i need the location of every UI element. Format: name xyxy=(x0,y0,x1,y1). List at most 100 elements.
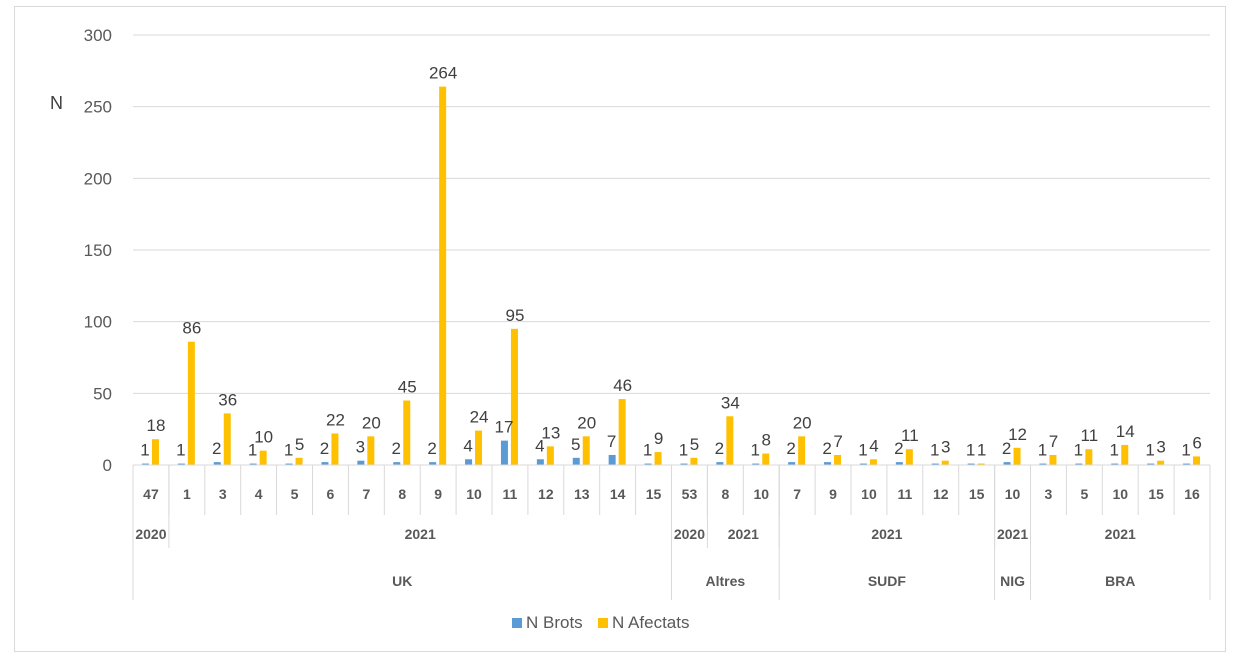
bar xyxy=(1111,463,1119,465)
data-label: 10 xyxy=(254,428,273,447)
x-tick-label: 10 xyxy=(861,486,877,502)
data-label: 2 xyxy=(1002,439,1011,458)
x-tick-label: 13 xyxy=(574,486,590,502)
bar xyxy=(465,459,473,465)
bar xyxy=(1193,456,1201,465)
x-tick-label: 6 xyxy=(327,486,335,502)
bar xyxy=(1039,463,1047,465)
bar xyxy=(941,460,949,465)
bar xyxy=(654,452,662,465)
bar xyxy=(213,462,221,465)
x-tick-label: 8 xyxy=(721,486,729,502)
bar xyxy=(403,400,411,465)
bar xyxy=(618,399,626,465)
data-label: 11 xyxy=(1081,426,1099,445)
y-tick-label: 300 xyxy=(84,26,112,45)
data-label: 2 xyxy=(320,439,329,458)
data-label: 3 xyxy=(356,438,365,457)
bar xyxy=(1147,463,1155,465)
data-label: 2 xyxy=(894,439,903,458)
year-label: 2021 xyxy=(997,526,1028,542)
y-tick-label: 0 xyxy=(103,456,112,475)
x-tick-label: 47 xyxy=(143,486,159,502)
bar xyxy=(285,463,293,465)
group-label: UK xyxy=(392,573,412,589)
data-label: 9 xyxy=(654,429,663,448)
data-label: 1 xyxy=(679,441,688,460)
x-tick-label: 5 xyxy=(291,486,299,502)
data-label: 7 xyxy=(833,432,842,451)
bar xyxy=(977,463,985,465)
bar xyxy=(798,436,806,465)
bar xyxy=(536,459,544,465)
data-label: 24 xyxy=(470,408,489,427)
legend-swatch xyxy=(512,618,522,628)
bar xyxy=(429,462,437,465)
data-label: 14 xyxy=(1116,422,1135,441)
bar xyxy=(249,463,257,465)
data-label: 95 xyxy=(505,306,524,325)
bar xyxy=(321,462,329,465)
bar xyxy=(187,341,195,465)
data-label: 4 xyxy=(463,436,472,455)
legend: N Brots N Afectats xyxy=(512,613,689,632)
data-label: 11 xyxy=(901,426,919,445)
year-label: 2021 xyxy=(1105,526,1136,542)
data-label: 264 xyxy=(429,64,457,83)
data-label: 22 xyxy=(326,410,345,429)
bar xyxy=(1085,449,1093,465)
data-label: 1 xyxy=(977,441,986,460)
data-label: 2 xyxy=(427,439,436,458)
bar xyxy=(967,463,975,465)
bar xyxy=(393,462,401,465)
bar xyxy=(1049,454,1057,465)
bar xyxy=(439,86,447,465)
bar xyxy=(259,450,267,465)
bar xyxy=(895,462,903,465)
legend-label: N Afectats xyxy=(612,613,689,632)
x-tick-label: 8 xyxy=(398,486,406,502)
data-label: 1 xyxy=(858,441,867,460)
bar xyxy=(510,328,518,465)
data-label: 1 xyxy=(140,441,149,460)
data-label: 1 xyxy=(284,441,293,460)
year-label: 2020 xyxy=(135,526,166,542)
x-tick-label: 3 xyxy=(1045,486,1053,502)
x-tick-label: 9 xyxy=(829,486,837,502)
data-label: 4 xyxy=(535,436,544,455)
data-label: 1 xyxy=(1110,441,1119,460)
x-tick-label: 3 xyxy=(219,486,227,502)
group-label: Altres xyxy=(706,573,746,589)
gridlines xyxy=(133,34,1210,394)
bars xyxy=(141,86,1201,465)
data-label: 7 xyxy=(1049,432,1058,451)
data-label: 34 xyxy=(721,393,740,412)
bar xyxy=(859,463,867,465)
x-tick-label: 7 xyxy=(362,486,370,502)
bar xyxy=(357,460,365,465)
y-tick-label: 100 xyxy=(84,313,112,332)
bar xyxy=(500,440,508,465)
bar xyxy=(752,463,760,465)
x-tick-label: 10 xyxy=(1005,486,1021,502)
data-label: 5 xyxy=(295,435,304,454)
data-label: 2 xyxy=(212,439,221,458)
data-label: 86 xyxy=(182,319,201,338)
year-label: 2021 xyxy=(871,526,902,542)
y-tick-label: 50 xyxy=(93,384,112,403)
x-tick-label: 12 xyxy=(538,486,554,502)
legend-swatch xyxy=(598,618,608,628)
y-tick-label: 250 xyxy=(84,98,112,117)
data-label: 1 xyxy=(1074,441,1083,460)
data-label: 1 xyxy=(248,441,257,460)
bar xyxy=(762,453,770,465)
data-label: 1 xyxy=(1145,441,1154,460)
bar xyxy=(572,457,580,465)
x-tick-label: 16 xyxy=(1184,486,1200,502)
y-axis-label: N xyxy=(50,93,63,113)
data-label: 1 xyxy=(643,441,652,460)
data-label: 46 xyxy=(613,376,632,395)
legend-label: N Brots xyxy=(526,613,583,632)
bar xyxy=(582,436,590,465)
